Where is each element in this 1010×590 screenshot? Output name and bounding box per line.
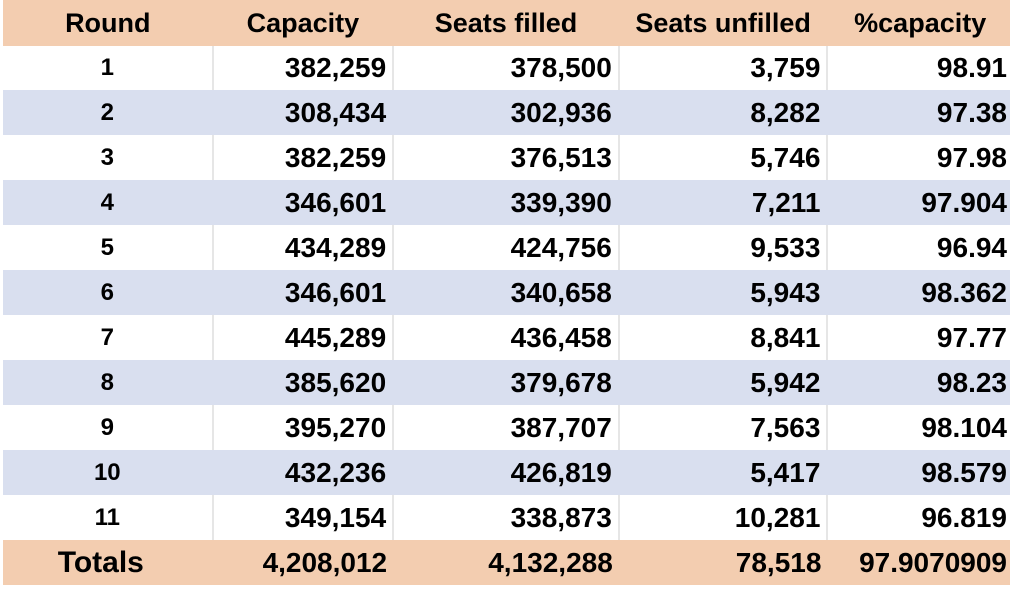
cell-seats-unfilled: 5,417 xyxy=(617,450,828,495)
cell-seats-filled: 340,658 xyxy=(392,270,619,315)
cell-seats-filled: 338,873 xyxy=(392,495,619,540)
table-row: 9 395,270 387,707 7,563 98.104 xyxy=(3,405,1010,450)
cell-seats-filled: 379,678 xyxy=(392,360,619,405)
cell-percent-capacity: 98.91 xyxy=(826,46,1010,90)
cell-percent-capacity: 97.38 xyxy=(826,90,1010,135)
table-row: 3 382,259 376,513 5,746 97.98 xyxy=(3,135,1010,180)
cell-round: 6 xyxy=(100,278,114,306)
totals-row: Totals 4,208,012 4,132,288 78,518 97.907… xyxy=(3,540,1010,585)
cell-round: 5 xyxy=(100,233,114,261)
total-seats-filled: 4,132,288 xyxy=(488,546,613,578)
cell-percent-capacity: 98.23 xyxy=(826,360,1010,405)
cell-seats-unfilled: 7,563 xyxy=(617,405,828,450)
cell-round: 10 xyxy=(93,458,121,486)
cell-seats-filled: 378,500 xyxy=(392,46,619,90)
total-seats-unfilled: 78,518 xyxy=(735,546,822,578)
table-row: 7 445,289 436,458 8,841 97.77 xyxy=(3,315,1010,360)
seats-table: Round Capacity Seats filled Seats unfill… xyxy=(3,0,1010,585)
cell-seats-filled: 387,707 xyxy=(392,405,619,450)
cell-percent-capacity: 98.362 xyxy=(826,270,1010,315)
cell-seats-unfilled: 5,942 xyxy=(617,360,828,405)
cell-percent-capacity: 96.819 xyxy=(826,495,1010,540)
cell-seats-unfilled: 7,211 xyxy=(617,180,828,225)
cell-seats-filled: 376,513 xyxy=(392,135,619,180)
cell-round: 8 xyxy=(100,368,114,396)
header-round: Round xyxy=(65,7,151,38)
cell-seats-filled: 436,458 xyxy=(392,315,619,360)
table-row: 11 349,154 338,873 10,281 96.819 xyxy=(3,495,1010,540)
cell-seats-unfilled: 5,943 xyxy=(617,270,828,315)
header-seats-filled: Seats filled xyxy=(434,7,578,38)
cell-capacity: 349,154 xyxy=(211,495,394,540)
total-capacity: 4,208,012 xyxy=(262,546,388,578)
cell-capacity: 382,259 xyxy=(211,135,394,180)
cell-capacity: 434,289 xyxy=(211,225,394,270)
cell-percent-capacity: 96.94 xyxy=(826,225,1010,270)
totals-label: Totals xyxy=(57,545,144,579)
cell-percent-capacity: 97.77 xyxy=(826,315,1010,360)
table-row: 10 432,236 426,819 5,417 98.579 xyxy=(3,450,1010,495)
cell-capacity: 395,270 xyxy=(211,405,394,450)
cell-percent-capacity: 97.904 xyxy=(826,180,1010,225)
cell-percent-capacity: 97.98 xyxy=(826,135,1010,180)
cell-seats-filled: 339,390 xyxy=(392,180,619,225)
table-row: 1 382,259 378,500 3,759 98.91 xyxy=(3,46,1010,90)
table-row: 5 434,289 424,756 9,533 96.94 xyxy=(3,225,1010,270)
header-row: Round Capacity Seats filled Seats unfill… xyxy=(3,0,1010,46)
cell-round: 2 xyxy=(100,98,114,126)
table-row: 2 308,434 302,936 8,282 97.38 xyxy=(3,90,1010,135)
cell-round: 4 xyxy=(100,188,114,216)
table-row: 8 385,620 379,678 5,942 98.23 xyxy=(3,360,1010,405)
cell-round: 11 xyxy=(94,503,120,531)
cell-capacity: 432,236 xyxy=(211,450,394,495)
cell-round: 7 xyxy=(100,323,114,351)
cell-round: 3 xyxy=(100,143,114,171)
cell-capacity: 385,620 xyxy=(211,360,394,405)
header-percent-capacity: %capacity xyxy=(854,7,987,38)
cell-round: 9 xyxy=(100,413,114,441)
cell-seats-unfilled: 10,281 xyxy=(617,495,828,540)
cell-capacity: 308,434 xyxy=(211,90,394,135)
cell-seats-filled: 426,819 xyxy=(392,450,619,495)
table-row: 4 346,601 339,390 7,211 97.904 xyxy=(3,180,1010,225)
cell-capacity: 346,601 xyxy=(211,180,394,225)
cell-seats-unfilled: 8,841 xyxy=(617,315,828,360)
cell-seats-unfilled: 3,759 xyxy=(617,46,828,90)
cell-seats-filled: 424,756 xyxy=(392,225,619,270)
cell-seats-unfilled: 5,746 xyxy=(617,135,828,180)
cell-capacity: 346,601 xyxy=(211,270,394,315)
cell-capacity: 445,289 xyxy=(211,315,394,360)
header-capacity: Capacity xyxy=(246,7,360,38)
cell-seats-filled: 302,936 xyxy=(392,90,619,135)
total-percent-capacity: 97.9070909 xyxy=(859,546,1007,578)
cell-capacity: 382,259 xyxy=(211,46,394,90)
cell-percent-capacity: 98.104 xyxy=(826,405,1010,450)
cell-round: 1 xyxy=(100,54,114,81)
cell-seats-unfilled: 8,282 xyxy=(617,90,828,135)
cell-seats-unfilled: 9,533 xyxy=(617,225,828,270)
cell-percent-capacity: 98.579 xyxy=(826,450,1010,495)
header-seats-unfilled: Seats unfilled xyxy=(635,7,811,38)
table-row: 6 346,601 340,658 5,943 98.362 xyxy=(3,270,1010,315)
